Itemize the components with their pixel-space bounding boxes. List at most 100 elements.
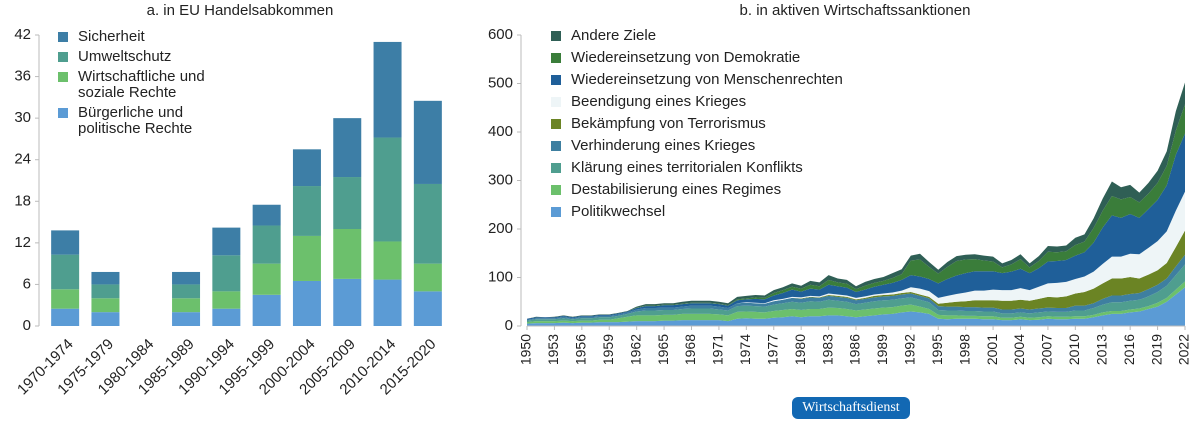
y-tick-label: 12	[14, 234, 31, 251]
bar-segment	[373, 41, 402, 138]
legend-swatch	[58, 52, 68, 62]
y-tick-label: 0	[23, 317, 31, 334]
legend-swatch	[551, 53, 561, 63]
x-tick-label: 2016	[1121, 334, 1137, 365]
bar-segment	[91, 298, 120, 313]
legend-swatch	[551, 141, 561, 151]
legend-label: Bekämpfung von Terrorismus	[571, 115, 766, 132]
bar-segment	[51, 254, 80, 290]
legend-swatch	[551, 207, 561, 217]
legend-item: Wirtschaftliche und soziale Rechte	[58, 69, 248, 101]
bar-segment	[212, 308, 241, 326]
legend-item: Bekämpfung von Terrorismus	[551, 116, 843, 132]
x-tick-label: 1980	[792, 334, 808, 365]
x-tick-label: 1950	[518, 334, 534, 365]
legend-swatch	[551, 31, 561, 41]
y-tick-label: 300	[488, 171, 513, 188]
legend-swatch	[551, 97, 561, 107]
bar-segment	[292, 186, 321, 236]
bar-segment	[333, 229, 362, 279]
legend-label: Politikwechsel	[571, 203, 666, 220]
x-tick-label: 2010	[1066, 334, 1082, 365]
legend-label: Wiedereinsetzung von Menschenrechten	[571, 71, 843, 88]
legend-item: Destabilisierung eines Regimes	[551, 182, 843, 198]
legend-item: Politikwechsel	[551, 204, 843, 220]
chart-title: a. in EU Handelsabkommen	[147, 2, 334, 19]
bar-segment	[292, 280, 321, 326]
bar-segment	[91, 312, 120, 326]
bar-segment	[333, 177, 362, 229]
y-tick-label: 100	[488, 268, 513, 285]
bar-segment	[51, 308, 80, 326]
bar-segment	[252, 263, 281, 295]
y-tick-label: 600	[488, 26, 513, 43]
legend-item: Verhinderung eines Krieges	[551, 138, 843, 154]
legend-item: Sicherheit	[58, 29, 248, 45]
bar-segment	[373, 137, 402, 242]
y-tick-label: 400	[488, 123, 513, 140]
x-tick-label: 1965	[655, 334, 671, 365]
legend-label: Umweltschutz	[78, 48, 172, 65]
x-tick-label: 2022	[1176, 334, 1192, 365]
bar-segment	[292, 235, 321, 281]
bar-segment	[373, 241, 402, 280]
legend: Sicherheit Umweltschutz Wirtschaftliche un…	[58, 29, 248, 137]
bar-segment	[292, 149, 321, 187]
x-tick-label: 1971	[710, 334, 726, 365]
legend-swatch	[551, 185, 561, 195]
chart-title: b. in aktiven Wirtschaftssanktionen	[740, 2, 971, 19]
y-tick-label: 200	[488, 220, 513, 237]
bar-segment	[252, 204, 281, 226]
bar-segment	[172, 271, 201, 285]
x-tick-label: 2007	[1039, 334, 1055, 365]
legend-item: Andere Ziele	[551, 28, 843, 44]
bar-segment	[413, 263, 442, 292]
bar-segment	[252, 225, 281, 264]
legend-label: Bürgerliche und politische Rechte	[78, 104, 193, 137]
bar-segment	[51, 289, 80, 309]
x-tick-label: 1992	[902, 334, 918, 365]
y-tick-label: 30	[14, 109, 31, 126]
y-tick-label: 500	[488, 74, 513, 91]
legend-swatch	[551, 119, 561, 129]
bar-segment	[373, 279, 402, 326]
x-tick-label: 1953	[545, 334, 561, 365]
area	[527, 287, 1185, 326]
legend-label: Andere Ziele	[571, 27, 657, 44]
legend-item: Wiedereinsetzung von Demokratie	[551, 50, 843, 66]
legend-label: Verhinderung eines Krieges	[571, 137, 756, 154]
legend-swatch	[551, 163, 561, 173]
legend-item: Umweltschutz	[58, 49, 248, 65]
bar-segment	[212, 255, 241, 292]
x-tick-label: 1968	[682, 334, 698, 365]
y-tick-label: 42	[14, 26, 31, 43]
x-tick-label: 1986	[847, 334, 863, 365]
legend-item: Klärung eines territorialen Konflikts	[551, 160, 843, 176]
bar-segment	[212, 227, 241, 256]
source-badge: Wirtschaftsdienst	[792, 397, 910, 419]
x-tick-label: 2004	[1011, 334, 1027, 365]
bar-segment	[51, 230, 80, 255]
legend-swatch	[551, 75, 561, 85]
y-tick-label: 24	[14, 151, 31, 168]
area	[527, 281, 1185, 324]
bar-segment	[333, 118, 362, 178]
bar-segment	[91, 271, 120, 285]
legend-item: Bürgerliche und politische Rechte	[58, 105, 248, 137]
y-tick-label: 36	[14, 68, 31, 85]
legend-item: Beendigung eines Krieges	[551, 94, 843, 110]
x-tick-label: 1974	[737, 334, 753, 365]
bar-segment	[413, 100, 442, 184]
x-tick-label: 2001	[984, 334, 1000, 365]
y-tick-label: 18	[14, 192, 31, 209]
x-tick-label: 1983	[819, 334, 835, 365]
bar-segment	[413, 291, 442, 326]
x-tick-label: 1956	[573, 334, 589, 365]
legend-label: Klärung eines territorialen Konflikts	[571, 159, 803, 176]
legend: Andere Ziele Wiedereinsetzung von Demokra…	[551, 28, 843, 220]
bar-segment	[172, 312, 201, 326]
bar-segment	[252, 294, 281, 326]
x-tick-label: 2019	[1148, 334, 1164, 365]
x-tick-label: 2013	[1093, 334, 1109, 365]
